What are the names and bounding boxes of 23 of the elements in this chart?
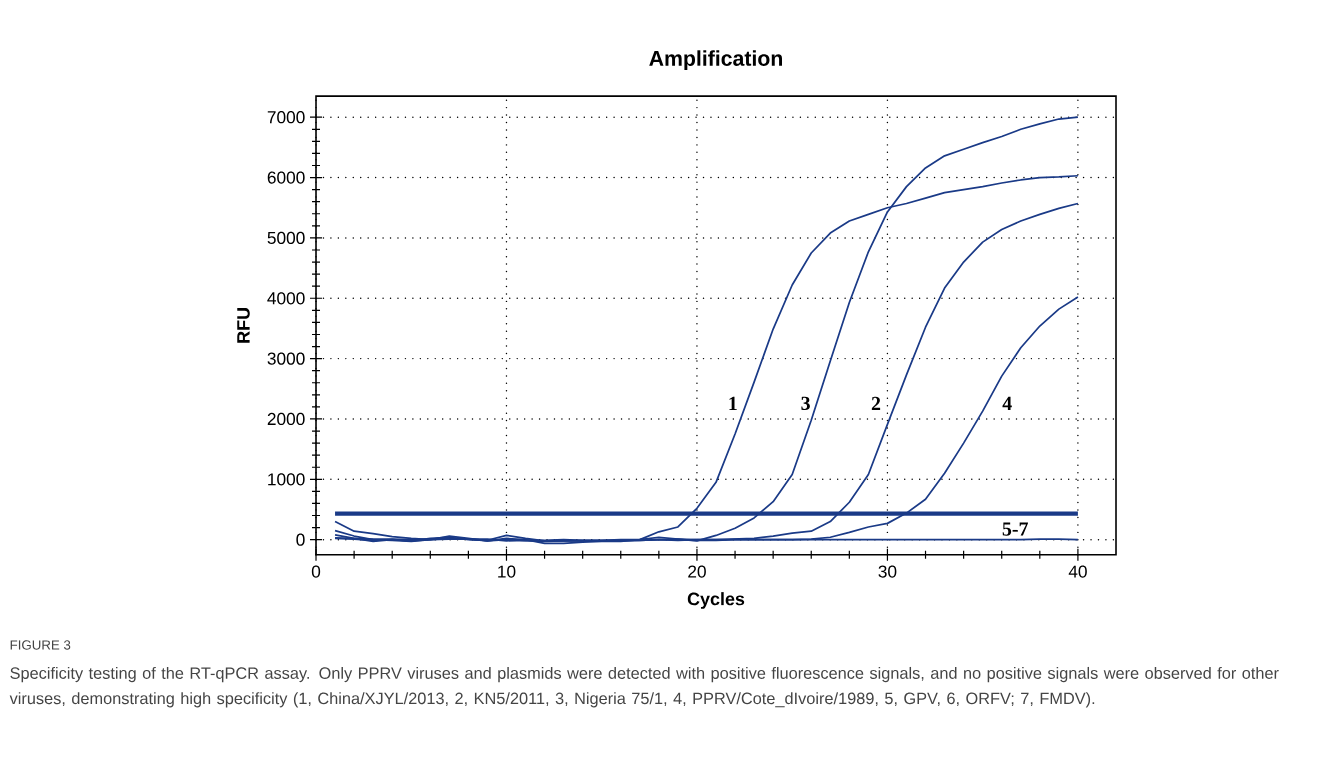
x-axis-title: Cycles <box>687 592 745 609</box>
caption: FIGURE 3 <box>10 640 71 650</box>
y-tick-label: 5000 <box>267 231 305 245</box>
y-tick-label: 0 <box>296 533 305 546</box>
y-tick-label: 4000 <box>267 292 305 305</box>
x-tick-label: 40 <box>1068 565 1087 578</box>
x-tick-label: 10 <box>498 565 516 578</box>
annotation: 1 <box>729 396 737 410</box>
annotation: 5-7 <box>1002 522 1028 536</box>
annotation: 3 <box>801 396 810 411</box>
annotation: 4 <box>1002 396 1012 410</box>
y-tick-label: 1000 <box>268 473 305 486</box>
y-tick-label: 7000 <box>267 111 305 124</box>
x-tick-label: 20 <box>688 565 706 578</box>
text: Specificity testing of the RT-qPCR assay. Only PPRV viruses and plasmids were detected with positive fluorescence signals, and no positive signals were observed for other viruses, demonstrating high specificity (1, China/XJYL/2013, 2, KN5/2011, 3, Nigeria 75/1, 4, PPRV/Cote_dIvoire/1989, 5, GPV, 6, ORFV; 7, FMDV). <box>9 666 1279 708</box>
y-tick-label: 3000 <box>267 352 305 365</box>
x-tick-label: 0 <box>311 565 321 578</box>
y-axis-title: RFU <box>237 308 250 343</box>
annotation: 2 <box>871 396 881 410</box>
x-tick-label: 30 <box>878 565 897 578</box>
y-tick-label: 2000 <box>267 412 305 426</box>
chart-title: Amplification <box>649 50 782 71</box>
y-tick-label: 6000 <box>267 171 305 184</box>
